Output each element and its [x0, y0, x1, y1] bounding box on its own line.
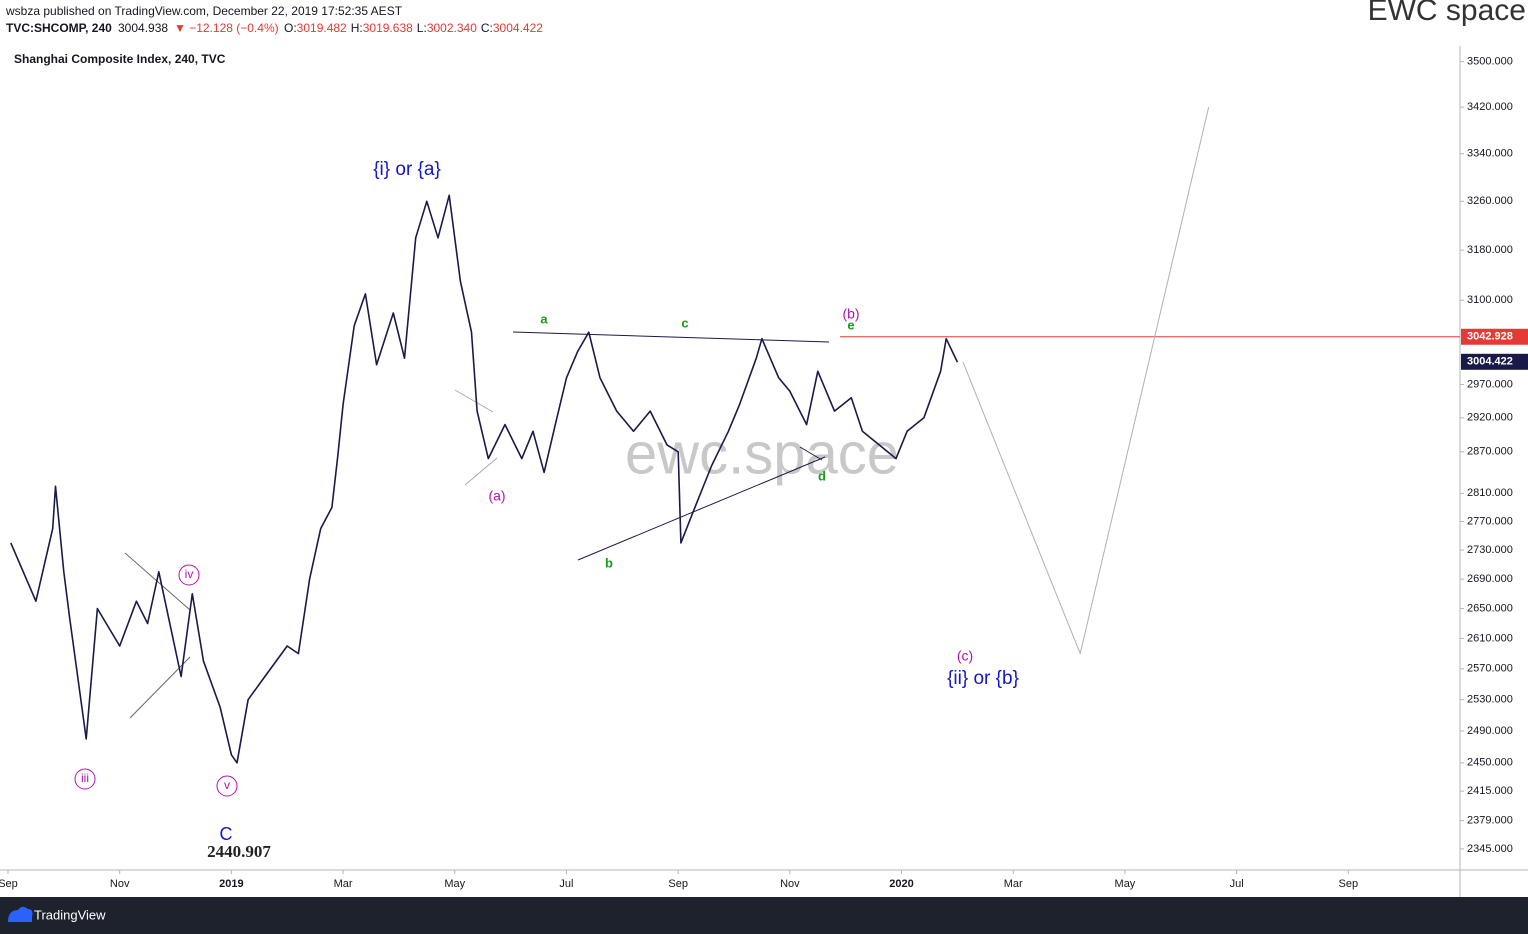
quote-value: 3002.340	[427, 21, 477, 35]
y-tick-label: 2770.000	[1467, 515, 1513, 527]
x-tick-label: Jul	[559, 878, 573, 890]
x-tick-label: Sep	[0, 878, 18, 890]
y-tick-label: 2530.000	[1467, 694, 1513, 706]
wave-label: v	[224, 778, 230, 792]
x-tick-label: Mar	[1004, 878, 1023, 890]
y-tick-label: 2870.000	[1467, 446, 1513, 458]
footer-brand[interactable]: TradingView	[34, 907, 106, 922]
y-tick-label: 3500.000	[1467, 56, 1513, 68]
wave-label: {i} or {a}	[373, 159, 441, 180]
wave-label: (a)	[488, 488, 505, 504]
y-tick-label: 3340.000	[1467, 148, 1513, 160]
y-tick-label: 2610.000	[1467, 632, 1513, 644]
watermark: ewc.space	[625, 421, 899, 486]
x-tick-label: May	[1115, 878, 1136, 890]
wave-label: C	[220, 824, 233, 844]
symbol: TVC:SHCOMP, 240	[6, 21, 112, 35]
x-tick-label: Sep	[1339, 878, 1359, 890]
last: 3004.938	[118, 21, 168, 35]
x-tick-label: Nov	[110, 878, 130, 890]
y-tick-label: 2970.000	[1467, 378, 1513, 390]
y-tick-label: 3180.000	[1467, 244, 1513, 256]
x-tick-label: 2020	[889, 878, 913, 890]
price-line	[10, 194, 959, 764]
wave-label: d	[818, 468, 826, 483]
quote-label: L:	[417, 21, 427, 35]
y-tick-label: 2379.000	[1467, 815, 1513, 827]
quote: O: 3019.482 H: 3019.638 L: 3002.340 C: 3004.422	[284, 21, 543, 35]
x-tick-label: Sep	[668, 878, 688, 890]
chart-title: Shanghai Composite Index, 240, TVC	[14, 52, 226, 66]
level-label: 3042.928	[1467, 331, 1513, 343]
wave-label: (b)	[842, 306, 859, 322]
small-lower	[464, 457, 498, 486]
wave-label: {ii} or {b}	[947, 668, 1019, 689]
wave-circle	[178, 564, 200, 586]
projection-line	[962, 106, 1210, 655]
wave-label: iv	[185, 567, 194, 581]
quote-label: O:	[284, 21, 297, 35]
small-upper	[454, 389, 494, 413]
change: ▼ −12.128 (−0.4%)	[174, 21, 279, 35]
x-tick-label: 2019	[219, 878, 243, 890]
y-tick-label: 2570.000	[1467, 663, 1513, 675]
y-tick-label: 3260.000	[1467, 195, 1513, 207]
y-tick-label: 2450.000	[1467, 757, 1513, 769]
last-price-label: 3004.422	[1467, 356, 1513, 368]
footer-bar	[0, 897, 1528, 934]
quote-label: C:	[481, 21, 493, 35]
wave-label: iii	[81, 771, 89, 785]
wave-circle	[216, 775, 238, 797]
x-tick-label: Jul	[1230, 878, 1244, 890]
y-tick-label: 2490.000	[1467, 725, 1513, 737]
quote-label: H:	[351, 21, 363, 35]
low-label: 2440.907	[207, 842, 271, 861]
triangle-lower	[577, 456, 826, 561]
triangle-upper	[512, 331, 830, 343]
x-tick-label: Mar	[334, 878, 353, 890]
trendlines	[124, 331, 830, 719]
published: wsbza published on TradingView.com, Dece…	[5, 4, 403, 18]
footer-logo	[8, 906, 33, 922]
y-tick-label: 3420.000	[1467, 101, 1513, 113]
quote-value: 3004.422	[493, 21, 543, 35]
x-tick-label: Nov	[780, 878, 800, 890]
y-tick-label: 2810.000	[1467, 487, 1513, 499]
wave-label: c	[681, 315, 688, 330]
y-tick-label: 2690.000	[1467, 573, 1513, 585]
brand: EWC space	[1368, 0, 1526, 27]
y-tick-label: 2650.000	[1467, 602, 1513, 614]
y-tick-label: 2920.000	[1467, 412, 1513, 424]
level-box	[1461, 328, 1528, 345]
d-leg	[799, 446, 823, 461]
quote-value: 3019.482	[297, 21, 347, 35]
wedge-lower	[129, 656, 191, 719]
wave-label: b	[605, 555, 613, 570]
wave-label: (c)	[957, 648, 973, 664]
wave-circle	[74, 768, 96, 790]
wave-label: a	[540, 311, 548, 326]
y-tick-label: 2345.000	[1467, 843, 1513, 855]
y-tick-label: 3100.000	[1467, 294, 1513, 306]
x-tick-label: May	[444, 878, 465, 890]
last-price-box	[1461, 353, 1528, 370]
wave-label: e	[847, 317, 854, 332]
quote-value: 3019.638	[363, 21, 413, 35]
y-tick-label: 2730.000	[1467, 544, 1513, 556]
y-tick-label: 2415.000	[1467, 785, 1513, 797]
